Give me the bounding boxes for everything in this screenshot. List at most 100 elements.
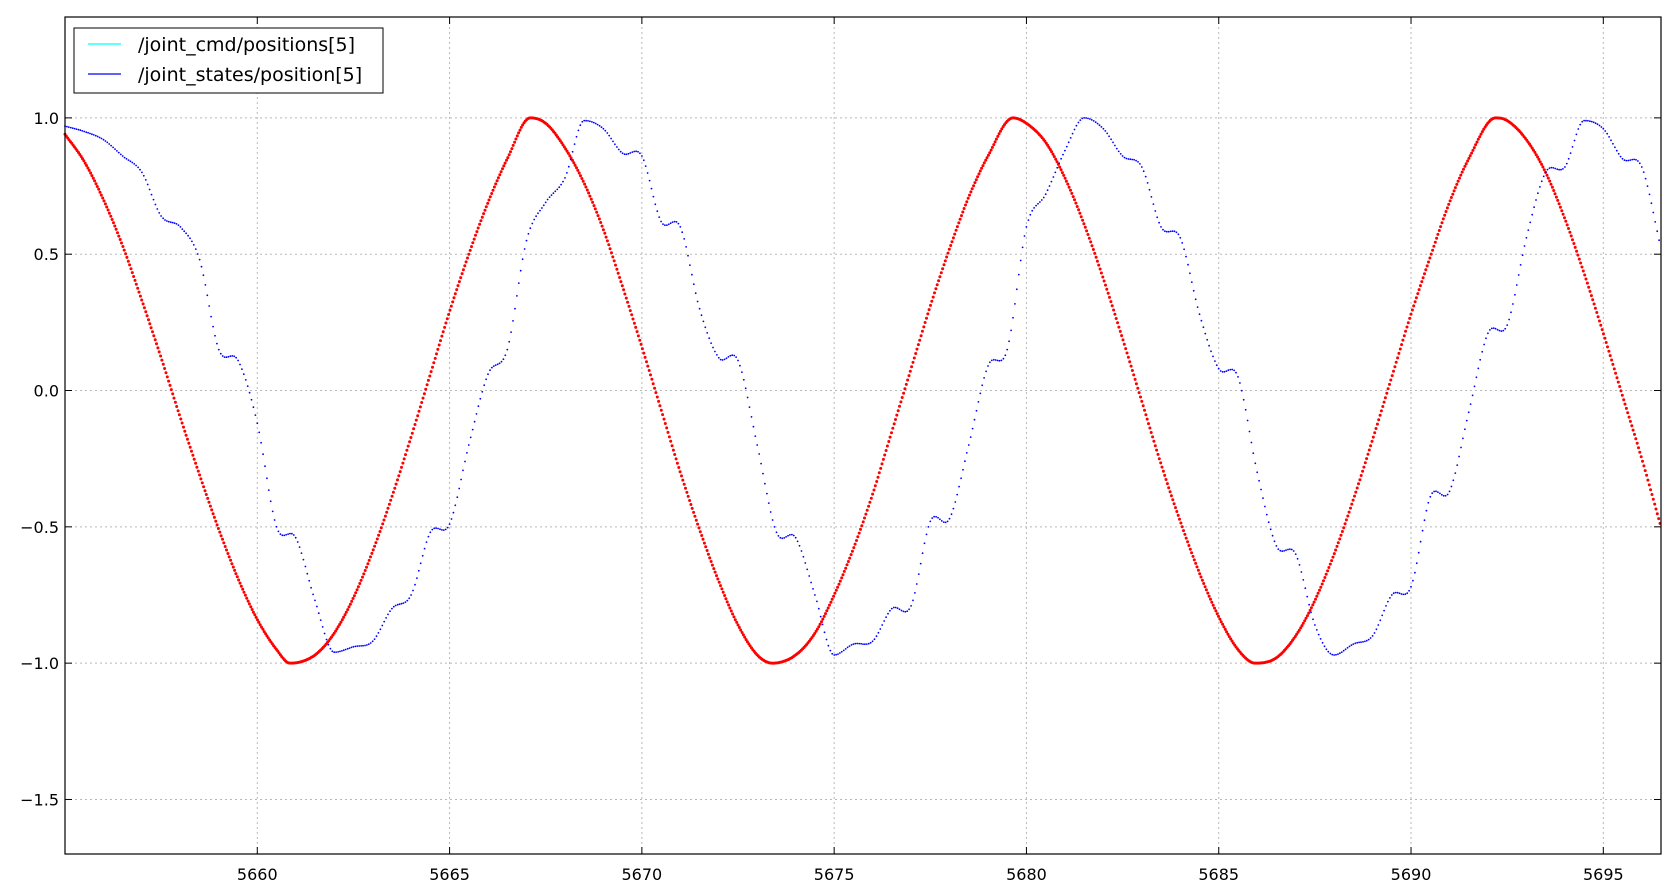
data-point: [1637, 446, 1640, 450]
data-point: [949, 244, 953, 247]
data-point: [192, 457, 196, 461]
data-point: [1642, 464, 1646, 468]
data-point: [1158, 221, 1160, 224]
data-point: [1312, 618, 1314, 621]
data-point: [1075, 124, 1078, 127]
data-point: [1119, 153, 1122, 155]
data-point: [1160, 465, 1164, 469]
data-point: [437, 527, 439, 530]
data-point: [1424, 268, 1428, 272]
data-point: [628, 309, 632, 313]
data-point: [1275, 545, 1278, 547]
data-point: [501, 167, 504, 171]
data-point: [981, 164, 985, 168]
data-point: [1156, 452, 1160, 456]
data-point: [1640, 166, 1643, 168]
data-point: [1110, 138, 1112, 141]
data-point: [252, 406, 255, 409]
legend-label-joint-states: /joint_states/position[5]: [138, 64, 362, 86]
data-point: [203, 489, 207, 493]
data-point: [1048, 185, 1051, 187]
data-point: [1219, 370, 1222, 372]
data-point: [824, 612, 827, 616]
data-point: [1079, 215, 1083, 219]
data-point: [729, 354, 732, 357]
data-point: [135, 164, 138, 167]
data-point: [110, 144, 112, 147]
data-point: [243, 593, 247, 597]
data-point: [685, 490, 689, 494]
data-point: [771, 519, 774, 521]
data-point: [975, 409, 978, 412]
data-point: [179, 226, 182, 228]
data-point: [417, 409, 421, 413]
data-point: [1606, 345, 1609, 349]
data-point: [404, 453, 407, 457]
data-point: [1354, 642, 1357, 645]
data-point: [656, 210, 659, 213]
data-point: [819, 615, 822, 618]
data-point: [598, 124, 601, 127]
data-point: [455, 288, 459, 292]
data-point: [1398, 347, 1402, 351]
data-point: [958, 485, 960, 488]
data-point: [1481, 350, 1484, 353]
data-point: [1654, 221, 1657, 223]
data-point: [1147, 422, 1150, 426]
data-point: [1190, 551, 1194, 555]
data-point: [1171, 230, 1174, 233]
data-point: [1150, 196, 1153, 198]
data-point: [364, 644, 366, 647]
data-point: [1622, 398, 1626, 402]
data-point: [1418, 284, 1422, 288]
data-point: [333, 651, 336, 654]
data-point: [677, 466, 681, 469]
data-point: [1267, 521, 1270, 524]
data-point: [604, 129, 607, 132]
data-point: [1414, 571, 1416, 574]
data-point: [426, 378, 430, 382]
data-point: [476, 226, 480, 230]
data-point: [1592, 121, 1595, 124]
data-point: [592, 204, 596, 208]
data-point: [1612, 367, 1616, 371]
data-point: [710, 563, 714, 567]
data-point: [979, 392, 982, 395]
data-point: [1408, 589, 1410, 592]
data-point: [1185, 255, 1187, 258]
data-point: [367, 558, 371, 562]
data-point: [506, 156, 510, 160]
data-point: [1279, 549, 1282, 552]
data-point: [1074, 201, 1078, 205]
data-point: [1420, 280, 1424, 284]
data-point: [183, 230, 186, 233]
data-point: [158, 212, 161, 214]
data-point: [382, 518, 386, 522]
data-point: [1462, 167, 1465, 171]
data-point: [1459, 173, 1463, 177]
data-point: [91, 133, 93, 136]
data-point: [890, 431, 893, 435]
data-point: [94, 182, 98, 186]
data-point: [1625, 159, 1628, 162]
data-point: [865, 508, 869, 512]
y-tick-label: 0.0: [34, 382, 59, 401]
data-point: [83, 130, 86, 133]
data-point: [450, 518, 453, 520]
data-point: [1604, 341, 1608, 344]
data-point: [777, 535, 780, 537]
data-point: [1140, 399, 1144, 403]
data-point: [1428, 256, 1432, 260]
data-point: [1002, 357, 1005, 360]
data-point: [812, 588, 814, 590]
data-point: [112, 221, 115, 225]
data-point: [1131, 158, 1134, 161]
data-point: [409, 436, 413, 439]
data-point: [1425, 264, 1429, 268]
data-point: [1379, 409, 1383, 413]
data-point: [1221, 371, 1224, 373]
data-point: [611, 255, 615, 259]
data-point: [1402, 593, 1405, 596]
data-point: [933, 515, 935, 518]
data-point: [130, 271, 134, 275]
